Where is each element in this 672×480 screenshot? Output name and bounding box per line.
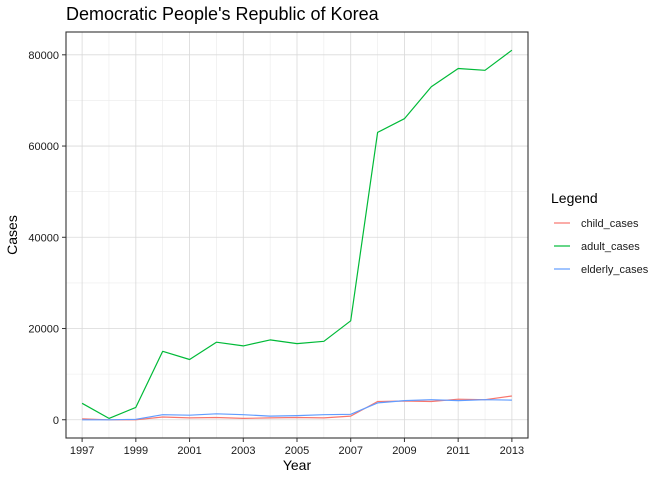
x-tick-label: 2001 (177, 445, 201, 457)
y-tick-label: 20000 (28, 324, 59, 336)
series-line-elderly-cases (82, 399, 512, 421)
legend-label-elderly-cases: elderly_cases (581, 264, 649, 276)
y-tick-label: 60000 (28, 141, 59, 153)
x-tick-label: 2007 (338, 445, 362, 457)
series-line-adult-cases (81, 49, 513, 419)
y-tick-label: 0 (53, 415, 59, 427)
y-axis: 0 20000 40000 60000 80000 (28, 50, 66, 427)
legend-title: Legend (551, 190, 598, 206)
legend-label-adult-cases: adult_cases (581, 241, 640, 253)
x-tick-label: 2003 (231, 445, 255, 457)
series-lines (81, 49, 513, 421)
x-tick-label: 1999 (124, 445, 148, 457)
y-axis-title: Cases (4, 215, 20, 255)
x-tick-label: 2013 (500, 445, 524, 457)
y-tick-label: 80000 (28, 50, 59, 62)
y-tick-label: 40000 (28, 232, 59, 244)
x-tick-label: 1997 (70, 445, 94, 457)
x-axis-title: Year (283, 457, 312, 473)
legend: Legend child_cases adult_cases elderly_cas… (551, 190, 649, 276)
major-gridlines (66, 32, 528, 438)
x-tick-label: 2005 (285, 445, 309, 457)
legend-label-child-cases: child_cases (581, 218, 639, 230)
chart-title: Democratic People's Republic of Korea (66, 4, 380, 24)
x-axis: 1997 1999 2001 2003 2005 2007 2009 2011 2013 (70, 438, 524, 457)
x-tick-label: 2009 (392, 445, 416, 457)
series-line-child-cases (82, 395, 512, 421)
x-tick-label: 2011 (446, 445, 470, 457)
